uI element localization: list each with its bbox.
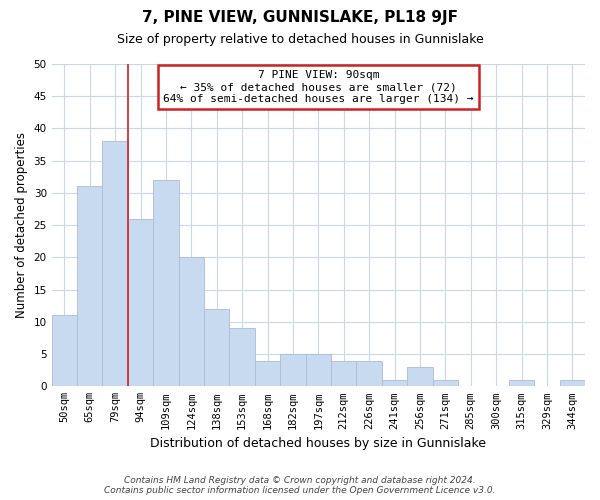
Bar — [331, 360, 356, 386]
X-axis label: Distribution of detached houses by size in Gunnislake: Distribution of detached houses by size … — [151, 437, 487, 450]
Bar — [407, 367, 433, 386]
Bar — [229, 328, 255, 386]
Bar — [382, 380, 407, 386]
Bar — [204, 309, 229, 386]
Bar — [77, 186, 103, 386]
Bar — [128, 218, 153, 386]
Bar — [280, 354, 305, 386]
Bar — [509, 380, 534, 386]
Bar — [560, 380, 585, 386]
Text: Size of property relative to detached houses in Gunnislake: Size of property relative to detached ho… — [116, 32, 484, 46]
Bar — [52, 316, 77, 386]
Bar — [153, 180, 179, 386]
Bar — [255, 360, 280, 386]
Bar — [356, 360, 382, 386]
Bar — [305, 354, 331, 386]
Text: 7, PINE VIEW, GUNNISLAKE, PL18 9JF: 7, PINE VIEW, GUNNISLAKE, PL18 9JF — [142, 10, 458, 25]
Bar — [103, 142, 128, 386]
Text: 7 PINE VIEW: 90sqm
← 35% of detached houses are smaller (72)
64% of semi-detache: 7 PINE VIEW: 90sqm ← 35% of detached hou… — [163, 70, 473, 104]
Text: Contains HM Land Registry data © Crown copyright and database right 2024.
Contai: Contains HM Land Registry data © Crown c… — [104, 476, 496, 495]
Bar — [433, 380, 458, 386]
Y-axis label: Number of detached properties: Number of detached properties — [15, 132, 28, 318]
Bar — [179, 258, 204, 386]
